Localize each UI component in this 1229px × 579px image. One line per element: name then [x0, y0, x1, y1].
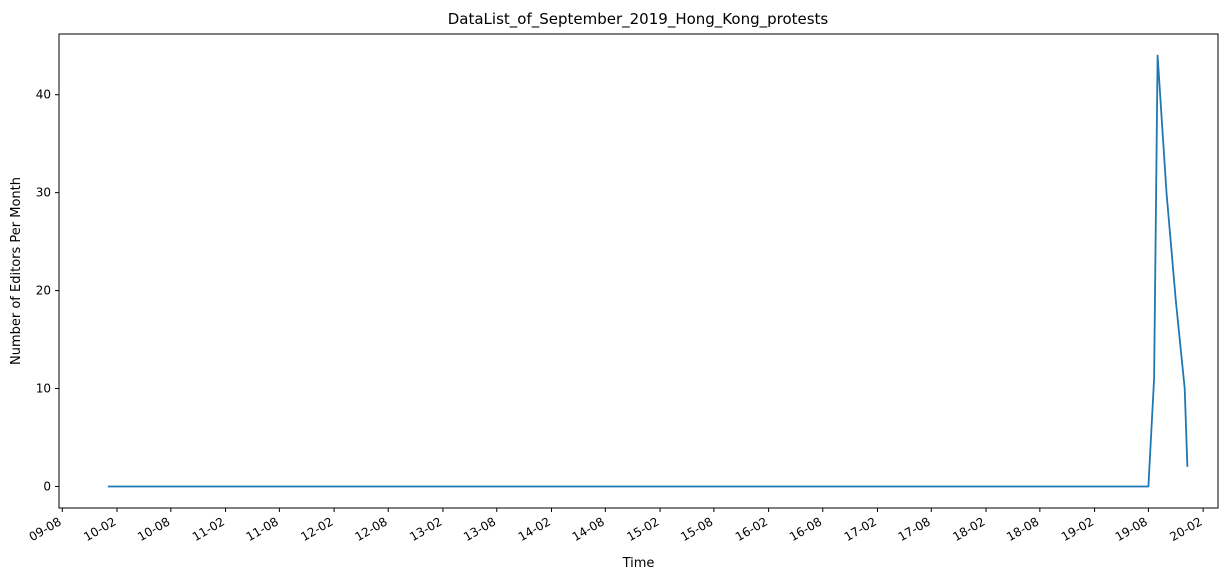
x-tick-label: 09-08	[27, 514, 64, 544]
y-tick-label: 20	[36, 284, 51, 298]
x-tick-label: 12-08	[353, 514, 390, 544]
x-tick-label: 11-08	[244, 514, 281, 544]
y-tick-label: 30	[36, 186, 51, 200]
y-tick-label: 10	[36, 382, 51, 396]
y-axis-title: Number of Editors Per Month	[9, 177, 24, 365]
x-tick-label: 19-08	[1113, 514, 1150, 544]
chart-title: DataList_of_September_2019_Hong_Kong_pro…	[448, 10, 829, 29]
x-tick-label: 10-08	[135, 514, 172, 544]
y-tick-label: 0	[43, 479, 51, 493]
x-tick-label: 15-02	[624, 514, 661, 544]
x-tick-label: 18-02	[950, 514, 987, 544]
x-tick-label: 16-02	[733, 514, 770, 544]
x-tick-label: 13-08	[461, 514, 498, 544]
y-axis-ticks: 0 10 20 30 40	[36, 88, 59, 493]
x-axis-ticks: 09-08 10-02 10-08 11-02 11-08 12-02 12-08 13-02…	[27, 508, 1205, 544]
series-layer	[107, 54, 1189, 488]
x-tick-label: 18-08	[1004, 514, 1041, 544]
series-line	[107, 54, 1189, 488]
x-tick-label: 14-08	[570, 514, 607, 544]
x-tick-label: 13-02	[407, 514, 444, 544]
x-axis-title: Time	[622, 556, 655, 571]
x-tick-label: 10-02	[81, 514, 118, 544]
x-tick-label: 14-02	[516, 514, 553, 544]
x-tick-label: 20-02	[1167, 514, 1204, 544]
x-tick-label: 16-08	[787, 514, 824, 544]
x-tick-label: 17-02	[842, 514, 879, 544]
y-tick-label: 40	[36, 88, 51, 102]
plot-frame	[58, 33, 1219, 509]
x-tick-label: 17-08	[896, 514, 933, 544]
x-tick-label: 15-08	[678, 514, 715, 544]
x-tick-label: 12-02	[298, 514, 335, 544]
x-tick-label: 11-02	[190, 514, 227, 544]
x-tick-label: 19-02	[1059, 514, 1096, 544]
